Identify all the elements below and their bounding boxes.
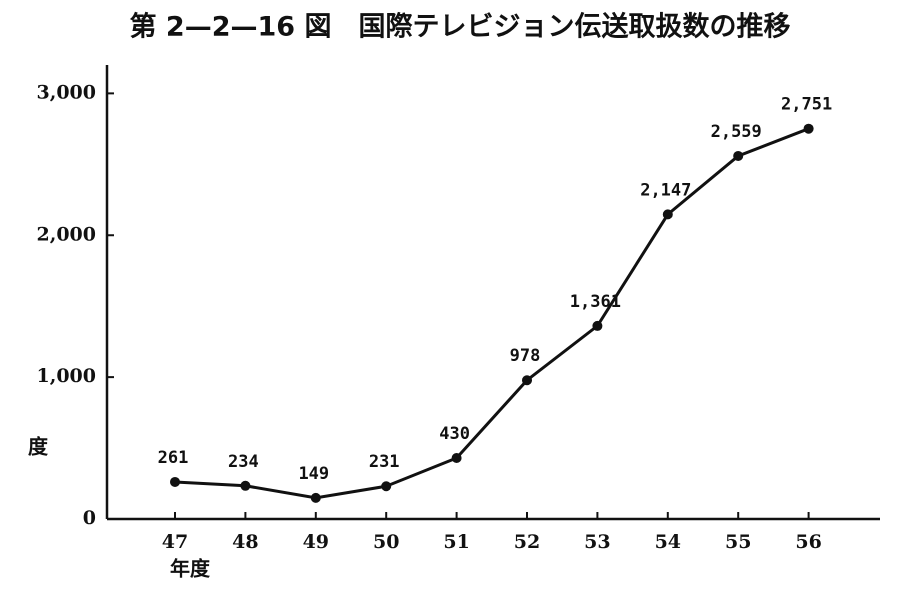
chart-title: 第 2—2—16 図 国際テレビジョン伝送取扱数の推移: [130, 11, 791, 43]
x-tick-label: 47: [162, 531, 188, 553]
data-label: 1,361: [570, 292, 621, 312]
y-tick-label: 0: [83, 507, 96, 529]
data-label: 234: [228, 452, 259, 472]
x-tick-label: 56: [795, 531, 821, 553]
x-tick-label: 52: [514, 531, 540, 553]
data-label: 149: [298, 464, 329, 484]
data-label: 2,751: [781, 95, 832, 115]
data-point: [662, 209, 673, 220]
x-tick-label: 53: [584, 531, 610, 553]
x-tick-label: 54: [655, 531, 681, 553]
data-label: 978: [510, 346, 541, 366]
data-point: [170, 476, 180, 487]
data-label: 261: [158, 448, 189, 468]
data-label: 2,147: [640, 180, 691, 200]
data-label: 231: [369, 452, 400, 472]
data-label: 2,559: [711, 122, 762, 142]
y-tick-label: 2,000: [37, 223, 97, 245]
data-point: [592, 320, 603, 331]
x-tick-label: 49: [303, 531, 329, 553]
y-tick-label: 1,000: [37, 365, 97, 387]
data-point: [803, 123, 814, 134]
data-point: [451, 452, 462, 463]
data-point: [240, 480, 251, 491]
y-axis-label: 度: [28, 435, 49, 459]
x-tick-label: 51: [443, 531, 469, 553]
x-tick-label: 55: [725, 531, 751, 553]
x-tick-label: 48: [232, 531, 258, 553]
data-point: [310, 492, 321, 503]
data-label: 430: [439, 424, 470, 444]
data-point: [522, 375, 532, 386]
y-tick-label: 3,000: [37, 81, 97, 103]
data-line: [174, 127, 810, 500]
data-point: [381, 481, 392, 492]
x-axis-label: 年度: [170, 557, 211, 581]
x-tick-label: 50: [373, 531, 399, 553]
data-point: [733, 150, 744, 161]
